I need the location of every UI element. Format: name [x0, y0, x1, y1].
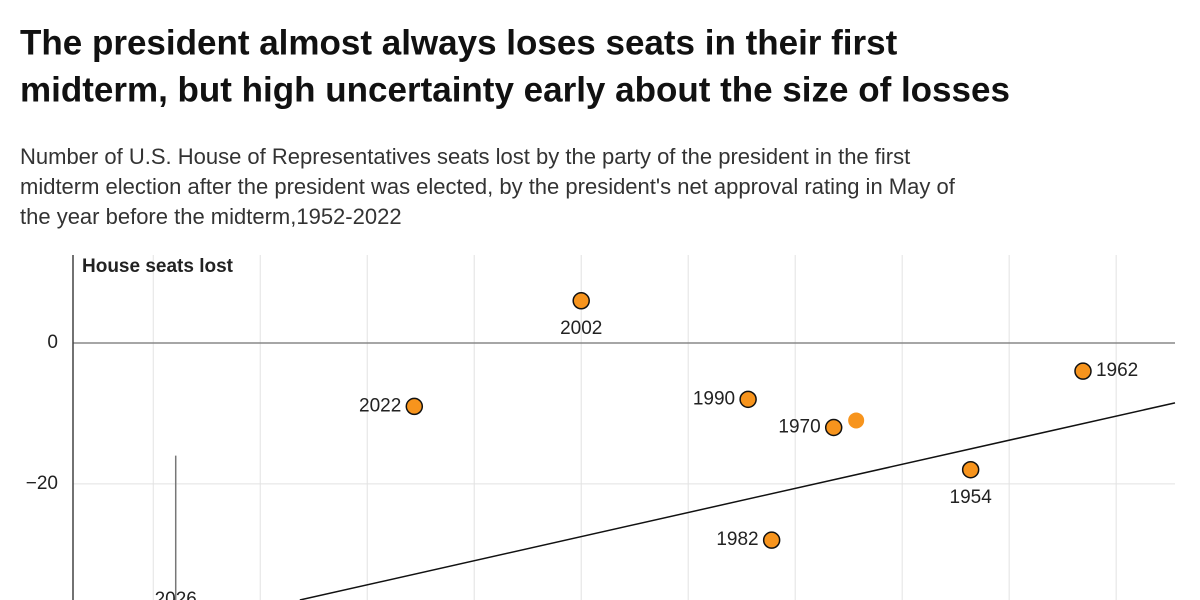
y-tick-label: 0: [47, 332, 58, 353]
point-label: 2022: [359, 395, 401, 416]
point: [572, 292, 590, 310]
point-label: 2002: [560, 318, 602, 339]
point: [1074, 362, 1092, 380]
point: [405, 397, 424, 416]
annotation-label: 2026: [155, 589, 197, 600]
point-label: 1990: [693, 388, 735, 409]
point: [824, 418, 843, 437]
point: [739, 390, 757, 409]
y-axis-label: House seats lost: [82, 256, 234, 277]
point: [848, 412, 865, 429]
chart-title: The president almost always loses seats …: [20, 23, 898, 62]
point: [961, 460, 980, 479]
point: [762, 531, 781, 549]
point-label: 1970: [778, 417, 820, 438]
point-label: 1982: [716, 529, 758, 550]
point-label: 1954: [950, 487, 993, 508]
point-label: 1962: [1096, 360, 1138, 381]
y-tick-label: −20: [26, 473, 58, 494]
chart-subtitle: Number of U.S. House of Representatives …: [20, 144, 910, 169]
chart-title: midterm, but high uncertainty early abou…: [20, 70, 1010, 109]
chart-subtitle: the year before the midterm,1952-2022: [20, 204, 402, 229]
chart-subtitle: midterm election after the president was…: [20, 174, 956, 199]
trendline: [299, 402, 1176, 600]
